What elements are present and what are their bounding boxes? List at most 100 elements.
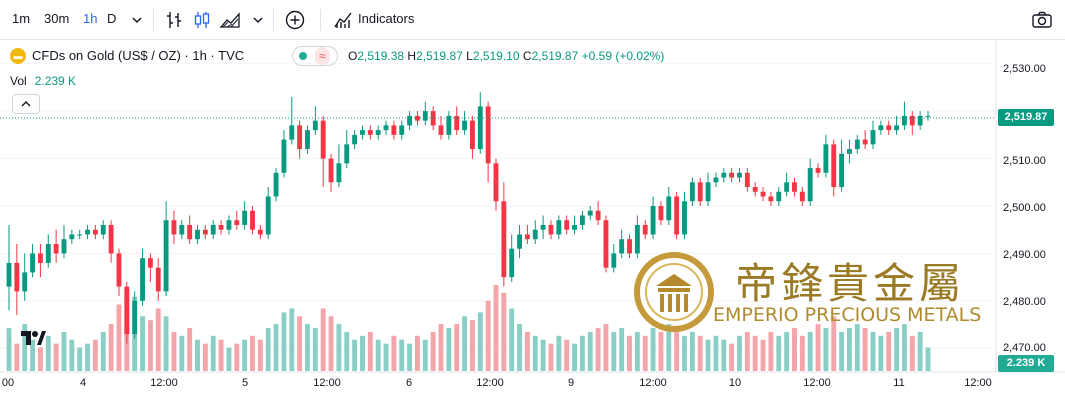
time-axis-label: 11 (893, 377, 905, 389)
candle (250, 206, 255, 235)
close-value: 2,519.87 (531, 49, 579, 63)
candle (682, 191, 687, 240)
candle (77, 229, 83, 240)
camera-snapshot-icon[interactable] (1030, 8, 1054, 32)
time-axis-label: 9 (567, 377, 575, 389)
candle (218, 220, 224, 235)
candle (187, 215, 193, 244)
candle (430, 106, 436, 131)
candle (257, 224, 263, 240)
change-value: +0.59 (+0.02%) (581, 49, 665, 63)
volume-bar (438, 324, 444, 371)
volume-bar (776, 335, 782, 371)
candle (579, 210, 585, 230)
candle (627, 234, 632, 259)
volume-bar (752, 335, 758, 371)
gold-symbol-icon[interactable]: ▬ (10, 48, 26, 64)
candle (61, 224, 67, 259)
candle (477, 92, 483, 154)
volume-bar (250, 335, 255, 371)
candle (155, 258, 161, 301)
interval-30m[interactable]: 30m (44, 11, 70, 26)
candle (894, 115, 900, 135)
interval-1m[interactable]: 1m (12, 11, 31, 26)
interval-d[interactable]: D (107, 11, 117, 26)
volume-bar (579, 335, 585, 371)
volume-series (6, 285, 931, 371)
candle (446, 111, 452, 140)
volume-bar (61, 331, 67, 371)
watermark-chinese: 帝鋒貴金屬 (735, 259, 966, 308)
volume-bar (532, 335, 538, 371)
volume-bar (430, 331, 436, 371)
candle (564, 215, 570, 235)
volume-bar (77, 347, 83, 371)
volume-label[interactable]: Vol (10, 74, 27, 88)
candle (587, 206, 593, 221)
close-key: C (522, 49, 532, 63)
volume-bar (721, 339, 727, 371)
volume-bar (53, 343, 59, 371)
compare-add-symbol-icon[interactable] (283, 8, 307, 32)
volume-bar (870, 331, 876, 371)
candle (524, 224, 530, 244)
candle (391, 120, 397, 140)
chart-type-dropdown-chevron-icon[interactable] (246, 8, 270, 32)
volume-bar (234, 343, 240, 371)
interval-dropdown-chevron-icon[interactable] (125, 8, 149, 32)
candle (595, 201, 601, 225)
bar-chart-type-icon[interactable] (162, 8, 186, 32)
candle (352, 130, 358, 150)
candle (462, 111, 468, 135)
candle (485, 101, 491, 183)
current-price-tag: 2,519.87 (998, 109, 1054, 126)
indicators-icon[interactable] (331, 8, 355, 32)
collapse-legend-button[interactable] (12, 94, 40, 114)
symbol-title[interactable]: CFDs on Gold (US$ / OZ) · 1h · TVC (32, 48, 245, 63)
candle (171, 210, 177, 244)
chevron-up-icon (21, 101, 31, 107)
volume-bar (399, 339, 405, 371)
volume-bar (202, 343, 208, 371)
candle (611, 243, 617, 273)
area-chart-type-icon[interactable] (218, 8, 242, 32)
indicators-button[interactable]: Indicators (358, 11, 415, 26)
volume-bar (477, 312, 483, 371)
volume-bar (163, 316, 169, 371)
volume-bar (422, 339, 428, 371)
time-axis-label: 12:00 (476, 377, 504, 389)
candle (85, 224, 90, 240)
volume-bar (902, 324, 907, 371)
candle (634, 215, 640, 259)
high-value: 2,519.87 (416, 49, 463, 63)
price-axis-label: 2,500.00 (1003, 202, 1046, 214)
candle (689, 177, 695, 206)
candle (666, 187, 672, 225)
candle (92, 224, 98, 240)
candle (862, 130, 868, 150)
volume-bar (524, 331, 530, 371)
volume-bar (14, 343, 20, 371)
volume-bar (367, 331, 373, 371)
candle (375, 125, 381, 140)
volume-bar (603, 324, 609, 371)
volume-bar (85, 343, 90, 371)
candle (45, 234, 51, 268)
candle (619, 229, 625, 259)
candle-chart-type-icon[interactable] (190, 8, 214, 32)
candle (265, 187, 271, 240)
volume-bar (454, 324, 460, 371)
market-status-pill[interactable]: ≈ (292, 46, 338, 66)
candle (909, 111, 915, 135)
tradingview-logo[interactable] (20, 330, 46, 351)
time-axis-label: 4 (79, 377, 87, 389)
volume-bar (839, 331, 845, 371)
candle (454, 106, 460, 135)
volume-bar (312, 328, 318, 371)
candle (367, 125, 373, 140)
time-axis-label: 12:00 (313, 377, 341, 389)
candle (273, 168, 279, 202)
volume-bar (634, 331, 640, 371)
interval-1h[interactable]: 1h (83, 11, 98, 26)
